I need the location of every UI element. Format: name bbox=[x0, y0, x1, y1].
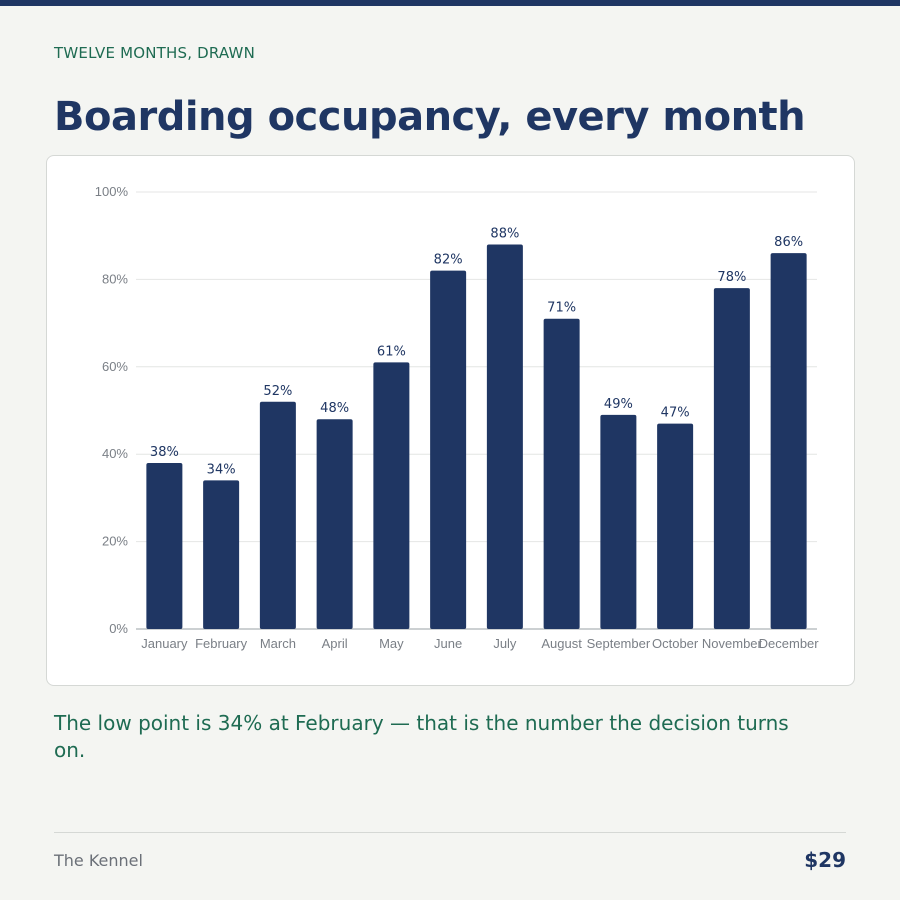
bar-october bbox=[657, 423, 694, 629]
bar-value-label: 86% bbox=[774, 235, 803, 250]
x-tick-label: September bbox=[587, 636, 651, 651]
bar-value-label: 38% bbox=[150, 445, 179, 460]
x-tick-label: May bbox=[379, 636, 404, 651]
y-tick-label: 0% bbox=[109, 621, 128, 636]
x-tick-label: February bbox=[195, 636, 248, 651]
bar-value-label: 82% bbox=[434, 253, 463, 268]
bar-may bbox=[373, 362, 410, 629]
x-tick-label: October bbox=[652, 636, 699, 651]
x-tick-label: July bbox=[493, 636, 517, 651]
bar-march bbox=[259, 401, 296, 629]
x-tick-label: August bbox=[541, 636, 582, 651]
bar-value-label: 52% bbox=[263, 384, 292, 399]
bar-value-label: 71% bbox=[547, 301, 576, 316]
bar-june bbox=[430, 270, 467, 629]
footer-brand: The Kennel bbox=[54, 851, 143, 870]
top-accent-bar bbox=[0, 0, 900, 6]
bar-july bbox=[486, 244, 523, 629]
bar-chart: 0% 20% 40% 60% 80% 100% 38% January 34% February 5… bbox=[95, 184, 820, 651]
footer-price: $29 bbox=[804, 848, 846, 872]
bar-august bbox=[543, 318, 580, 629]
y-tick-label: 100% bbox=[95, 184, 129, 199]
bar-december bbox=[770, 253, 807, 629]
x-tick-label: April bbox=[322, 636, 348, 651]
x-tick-label: November bbox=[702, 636, 763, 651]
bar-november bbox=[713, 288, 750, 629]
x-tick-label: March bbox=[260, 636, 296, 651]
bar-value-label: 47% bbox=[661, 406, 690, 421]
x-tick-label: January bbox=[141, 636, 188, 651]
bar-january bbox=[146, 462, 183, 629]
bar-value-label: 49% bbox=[604, 397, 633, 412]
chart-card: 0% 20% 40% 60% 80% 100% 38% January 34% February 5… bbox=[46, 155, 855, 686]
bar-september bbox=[600, 414, 637, 629]
bar-april bbox=[316, 419, 353, 629]
page-title: Boarding occupancy, every month bbox=[54, 94, 806, 140]
x-tick-label: June bbox=[434, 636, 462, 651]
chart-caption: The low point is 34% at February — that … bbox=[54, 711, 789, 762]
y-tick-label: 20% bbox=[102, 534, 128, 549]
x-tick-label: December bbox=[759, 636, 820, 651]
bar-february bbox=[203, 480, 240, 629]
eyebrow-label: TWELVE MONTHS, DRAWN bbox=[54, 44, 256, 62]
bar-value-label: 88% bbox=[490, 226, 519, 241]
footer-divider bbox=[54, 832, 846, 833]
y-tick-label: 40% bbox=[102, 446, 128, 461]
y-tick-label: 60% bbox=[102, 359, 128, 374]
bar-value-label: 61% bbox=[377, 344, 406, 359]
y-tick-label: 80% bbox=[102, 271, 128, 286]
bar-value-label: 34% bbox=[207, 462, 236, 477]
bar-value-label: 78% bbox=[717, 270, 746, 285]
bar-value-label: 48% bbox=[320, 401, 349, 416]
